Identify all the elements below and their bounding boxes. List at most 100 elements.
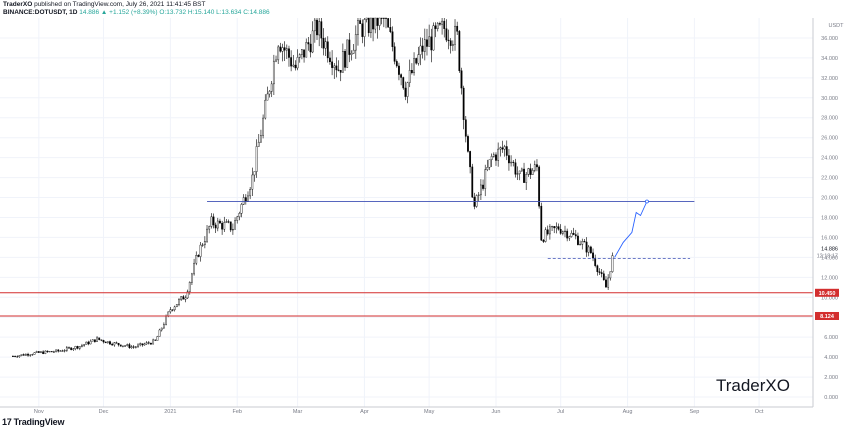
candle-body [290,57,293,67]
candle-body [145,342,148,345]
candle-body [421,45,424,52]
candle-body [499,147,502,150]
candle-body [609,271,612,279]
y-tick-label: 4.000 [824,355,838,361]
candle-body [156,336,159,341]
candle-body [382,17,385,19]
candle-body [178,299,180,305]
candle-body [553,226,556,229]
candle-body [594,257,597,266]
candle-body [447,39,450,41]
y-tick-label: 24.000 [821,156,838,162]
candle-body [236,216,239,221]
candle-body [40,351,42,353]
candle-body [374,17,377,30]
candle-body [210,216,213,227]
candle-body [495,154,497,161]
candle-body [61,350,64,352]
y-tick-label: 18.000 [821,215,838,221]
candle-body [430,36,433,51]
tradingview-footer[interactable]: 17 TradingView [2,417,64,427]
x-tick-label: Feb [232,409,241,415]
candle-body [488,159,491,168]
candle-body [214,224,217,229]
candle-body [458,31,461,71]
candle-body [370,17,372,34]
candle-body [339,70,342,73]
y-tick-label: 16.000 [821,235,838,241]
candle-body [171,309,174,311]
candle-body [115,342,118,344]
candle-body [505,146,508,156]
candle-body [404,87,407,97]
candle-body [512,161,515,163]
candle-body [272,60,275,85]
candle-body [298,54,301,58]
candle-body [143,343,146,346]
candle-body [70,347,73,350]
candle-body [184,297,187,300]
tradingview-logo-icon: 17 [2,417,12,427]
candle-body [262,117,264,136]
candle-body [206,228,208,242]
price-line-badge [815,311,839,320]
candle-body [583,241,586,243]
candle-body [445,28,448,41]
candle-body [464,119,467,137]
candle-body [581,241,584,245]
candle-body [72,348,75,350]
candle-body [518,170,521,174]
candle-body [91,339,94,342]
candle-body [341,50,344,73]
candle-body [361,23,364,37]
candle-body [378,17,381,26]
candle-body [44,350,47,354]
candle-body [313,19,316,32]
candle-body [63,350,66,352]
candle-body [587,246,590,253]
y-tick-label: 20.000 [821,196,838,202]
candle-body [568,236,571,239]
candle-body [551,226,553,228]
candle-body [354,34,357,51]
candle-body [501,147,504,150]
y-tick-label: 36.000 [821,36,838,42]
candle-body [182,296,185,300]
candle-body [81,345,83,347]
candle-body [232,229,234,231]
candle-body [579,244,581,246]
candle-body [320,21,323,39]
candle-body [296,57,299,69]
candle-body [240,204,243,214]
candle-body [160,327,163,331]
candle-body [264,99,267,119]
candle-body [173,306,176,311]
candle-body [413,58,415,74]
price-axis[interactable]: 0.0002.0004.0006.0008.00010.00012.00014.… [815,36,839,401]
candle-body [311,30,314,53]
candle-body [475,195,478,207]
candle-body [415,58,418,64]
candle-body [549,226,551,235]
candle-body [329,57,331,63]
candle-body [134,346,137,348]
candle-body [454,25,456,45]
candle-body [441,20,443,25]
candle-body [387,18,390,28]
candle-body [292,64,295,67]
candle-body [574,234,577,237]
candle-body [244,197,247,202]
plot-area[interactable] [0,18,813,407]
candle-body [544,229,547,242]
candle-body [137,344,139,348]
time-axis[interactable]: Nov Dec 2021 Feb Mar Apr May Jun Jul Aug Sep Oct [34,409,764,415]
candle-body [141,343,144,346]
y-tick-label: 2.000 [824,375,838,381]
candle-body [147,342,150,344]
candle-body [363,19,366,37]
candle-body [460,70,463,89]
x-tick-label: Mar [293,409,303,415]
candle-body [83,344,86,346]
x-tick-label: May [424,409,435,415]
